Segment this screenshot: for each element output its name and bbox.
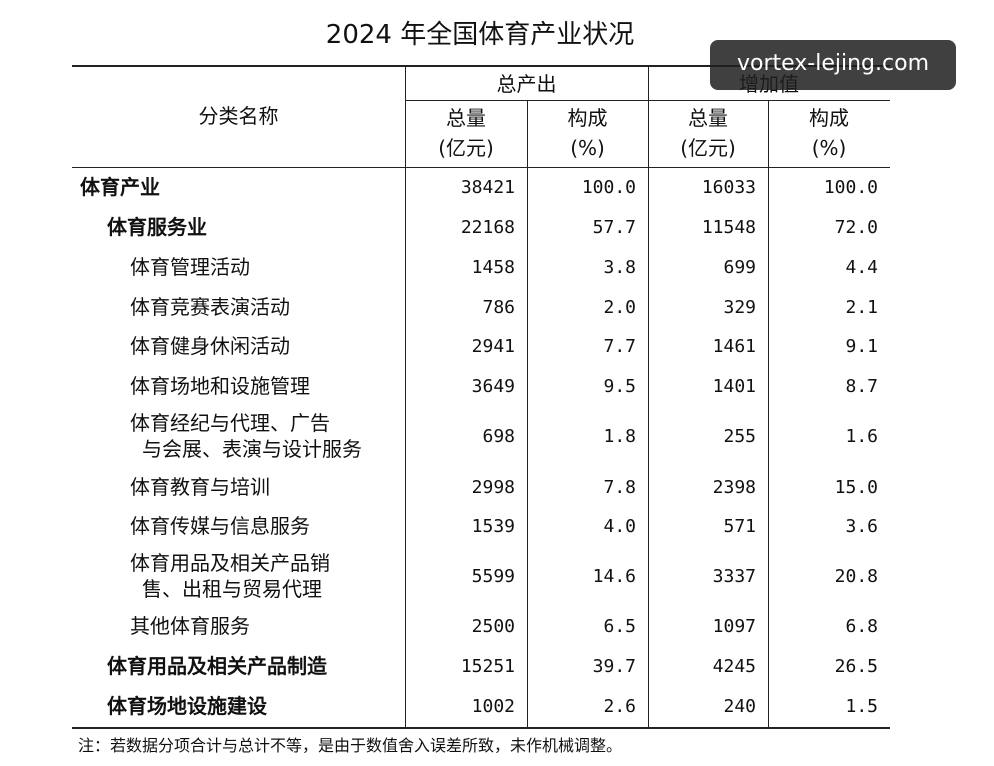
cell: 1.6 xyxy=(845,426,878,447)
cell: 255 xyxy=(723,426,756,447)
row-label: 体育竞赛表演活动 xyxy=(130,295,290,319)
row-label: 体育传媒与信息服务 xyxy=(130,514,310,538)
rule xyxy=(648,65,649,727)
row-label: 其他体育服务 xyxy=(130,614,250,638)
cell: 6.5 xyxy=(603,616,636,637)
column-header: (亿元) xyxy=(680,136,736,160)
cell: 6.8 xyxy=(845,616,878,637)
cell: 8.7 xyxy=(845,376,878,397)
cell: 4.4 xyxy=(845,257,878,278)
cell: 15.0 xyxy=(834,477,878,498)
cell: 4.0 xyxy=(603,516,636,537)
cell: 4245 xyxy=(712,656,756,677)
row-label: 体育场地和设施管理 xyxy=(130,374,310,398)
cell: 1539 xyxy=(471,516,515,537)
row-label: 体育用品及相关产品制造 xyxy=(107,654,327,678)
cell: 2941 xyxy=(471,336,515,357)
cell: 240 xyxy=(723,696,756,717)
cell: 1002 xyxy=(471,696,515,717)
rule xyxy=(527,100,528,727)
cell: 2500 xyxy=(471,616,515,637)
cell: 7.8 xyxy=(603,477,636,498)
row-label: 体育场地设施建设 xyxy=(107,694,267,718)
cell: 3649 xyxy=(471,376,515,397)
row-label: 体育健身休闲活动 xyxy=(130,334,290,358)
cell: 100.0 xyxy=(823,177,878,198)
cell: 5599 xyxy=(471,566,515,587)
row-label: 体育服务业 xyxy=(107,215,207,239)
column-header: 构成 xyxy=(809,106,849,130)
column-header: 总量 xyxy=(688,106,728,130)
rule xyxy=(768,100,769,727)
cell: 16033 xyxy=(701,177,756,198)
cell: 72.0 xyxy=(834,217,878,238)
cell: 3337 xyxy=(712,566,756,587)
row-label: 与会展、表演与设计服务 xyxy=(142,437,362,461)
cell: 1.8 xyxy=(603,426,636,447)
cell: 699 xyxy=(723,257,756,278)
row-label: 体育管理活动 xyxy=(130,255,250,279)
note: 注：若数据分项合计与总计不等，是由于数值舍入误差所致，未作机械调整。 xyxy=(78,736,623,755)
cell: 11548 xyxy=(701,217,756,238)
row-label: 体育经纪与代理、广告 xyxy=(130,411,330,435)
row-label: 体育教育与培训 xyxy=(130,475,270,499)
watermark: vortex-lejing.com xyxy=(736,51,930,76)
cell: 571 xyxy=(723,516,756,537)
cell: 20.8 xyxy=(834,566,878,587)
cell: 14.6 xyxy=(592,566,636,587)
row-label: 体育用品及相关产品销 xyxy=(130,551,330,575)
cell: 100.0 xyxy=(581,177,636,198)
rule xyxy=(72,167,890,168)
category-header: 分类名称 xyxy=(198,104,279,128)
column-header: (%) xyxy=(570,136,605,160)
cell: 2398 xyxy=(712,477,756,498)
cell: 39.7 xyxy=(592,656,636,677)
cell: 698 xyxy=(482,426,515,447)
row-label: 售、出租与贸易代理 xyxy=(142,577,322,601)
cell: 38421 xyxy=(460,177,515,198)
group-header: 总产出 xyxy=(496,72,557,96)
column-header: 构成 xyxy=(567,106,608,130)
cell: 9.5 xyxy=(603,376,636,397)
cell: 2.0 xyxy=(603,297,636,318)
cell: 3.6 xyxy=(845,516,878,537)
cell: 1458 xyxy=(471,257,515,278)
cell: 329 xyxy=(723,297,756,318)
title: 2024 年全国体育产业状况 xyxy=(325,20,635,50)
cell: 786 xyxy=(482,297,515,318)
cell: 15251 xyxy=(460,656,515,677)
rule xyxy=(72,65,890,67)
watermark-box: vortex-lejing.com xyxy=(710,40,956,90)
cell: 57.7 xyxy=(592,217,636,238)
rule xyxy=(405,100,890,101)
cell: 22168 xyxy=(460,217,515,238)
cell: 26.5 xyxy=(834,656,878,677)
cell: 1097 xyxy=(712,616,756,637)
rule xyxy=(405,65,406,727)
cell: 2.6 xyxy=(603,696,636,717)
cell: 3.8 xyxy=(603,257,636,278)
cell: 1401 xyxy=(712,376,756,397)
cell: 9.1 xyxy=(845,336,878,357)
cell: 1.5 xyxy=(845,696,878,717)
rule xyxy=(72,727,890,729)
cell: 2998 xyxy=(471,477,515,498)
column-header: (亿元) xyxy=(438,136,494,160)
column-header: 总量 xyxy=(446,106,486,130)
cell: 2.1 xyxy=(845,297,878,318)
row-label: 体育产业 xyxy=(80,175,160,199)
column-header: (%) xyxy=(811,136,847,160)
cell: 7.7 xyxy=(603,336,636,357)
cell: 1461 xyxy=(712,336,756,357)
